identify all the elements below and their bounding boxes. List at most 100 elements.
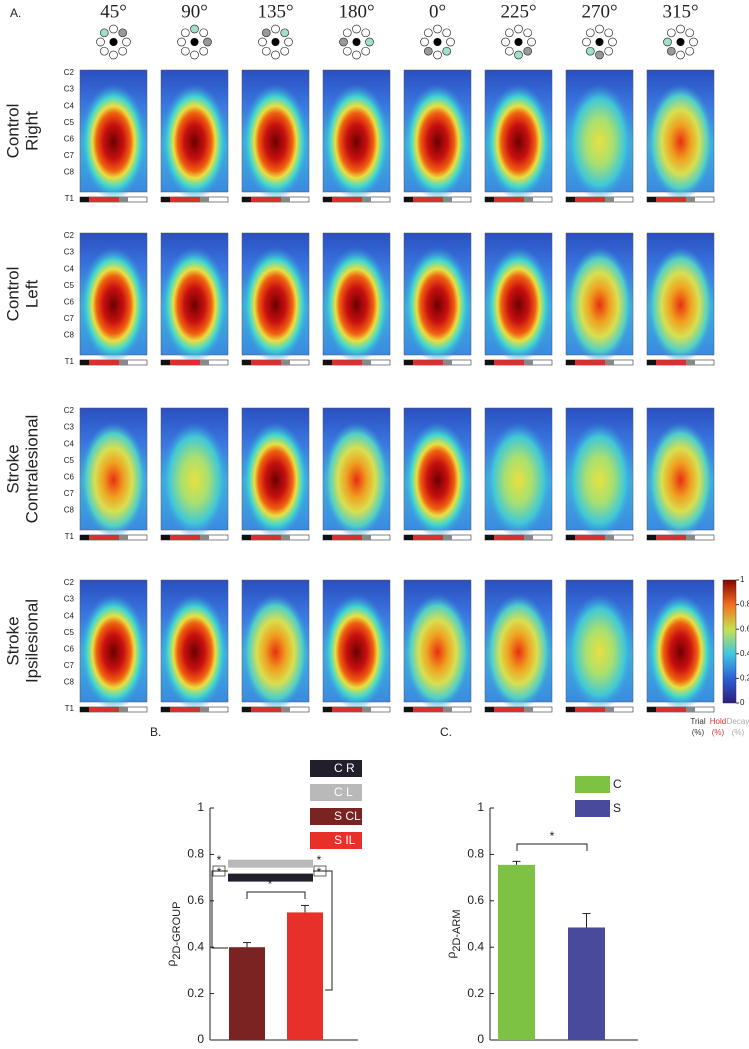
phase-hold bbox=[251, 535, 281, 540]
phase-legend-unit: (%) bbox=[712, 728, 725, 737]
phase-trial bbox=[242, 535, 251, 540]
bar bbox=[287, 912, 323, 1040]
phase-decay bbox=[686, 707, 695, 712]
heatmap-activation bbox=[403, 422, 472, 538]
significance-star: * bbox=[217, 853, 222, 867]
target-icon bbox=[365, 37, 374, 47]
legend-swatch bbox=[310, 808, 362, 825]
target-icon bbox=[352, 50, 361, 60]
heatmap-activation bbox=[79, 84, 148, 200]
target-icon bbox=[109, 24, 118, 34]
segment-label: C4 bbox=[64, 101, 75, 110]
phase-trial bbox=[647, 197, 656, 202]
phase-hold bbox=[656, 360, 686, 365]
direction-label: 0° bbox=[429, 1, 446, 22]
target-icon bbox=[514, 24, 523, 34]
target-icon bbox=[180, 28, 190, 38]
phase-hold bbox=[494, 707, 524, 712]
target-icon bbox=[118, 28, 128, 38]
segment-label: C6 bbox=[64, 472, 75, 481]
segment-label: C7 bbox=[64, 661, 75, 670]
phase-legend-unit: (%) bbox=[692, 728, 705, 737]
phase-trial bbox=[161, 197, 170, 202]
y-tick-label: 0.2 bbox=[187, 986, 204, 1000]
phase-trial bbox=[80, 535, 89, 540]
phase-hold bbox=[656, 707, 686, 712]
target-icon bbox=[604, 28, 614, 38]
heatmap-activation bbox=[646, 422, 715, 538]
phase-trial bbox=[404, 707, 413, 712]
target-icon bbox=[199, 46, 209, 56]
row-label: Stroke bbox=[3, 444, 22, 493]
phase-trial bbox=[323, 707, 332, 712]
phase-legend-unit: (%) bbox=[732, 728, 745, 737]
phase-trial bbox=[80, 360, 89, 365]
target-icon bbox=[280, 46, 290, 56]
target-icon bbox=[352, 24, 361, 34]
segment-label: T1 bbox=[65, 357, 75, 366]
phase-decay bbox=[281, 360, 290, 365]
direction-label: 225° bbox=[500, 1, 536, 22]
phase-hold bbox=[575, 535, 605, 540]
heatmap-activation bbox=[484, 594, 553, 710]
legend-label: S bbox=[613, 801, 621, 815]
phase-trial bbox=[80, 707, 89, 712]
phase-trial bbox=[404, 535, 413, 540]
target-icon bbox=[666, 28, 676, 38]
phase-hold bbox=[170, 360, 200, 365]
y-tick-label: 0.4 bbox=[187, 939, 204, 953]
phase-hold bbox=[413, 197, 443, 202]
phase-trial bbox=[566, 535, 575, 540]
target-icon bbox=[258, 37, 267, 47]
heatmap-activation bbox=[646, 594, 715, 710]
phase-decay bbox=[281, 707, 290, 712]
colorbar-tick-label: 0.8 bbox=[740, 600, 749, 609]
segment-label: C2 bbox=[64, 68, 75, 77]
target-icon bbox=[595, 24, 604, 34]
target-icon bbox=[342, 46, 352, 56]
legend-swatch bbox=[310, 832, 362, 849]
heatmap-activation bbox=[565, 422, 634, 538]
phase-decay bbox=[362, 360, 371, 365]
phase-hold bbox=[656, 535, 686, 540]
row-label: Left bbox=[22, 280, 41, 309]
phase-decay bbox=[686, 535, 695, 540]
heatmap-activation bbox=[160, 594, 229, 710]
target-center bbox=[595, 38, 604, 46]
segment-label: C6 bbox=[64, 644, 75, 653]
target-icon bbox=[420, 37, 429, 47]
phase-decay bbox=[443, 707, 452, 712]
legend-swatch bbox=[310, 760, 362, 777]
phase-decay bbox=[443, 360, 452, 365]
phase-trial bbox=[566, 360, 575, 365]
target-icon bbox=[433, 24, 442, 34]
heatmap-activation bbox=[484, 84, 553, 200]
legend-label: C L bbox=[334, 785, 353, 799]
phase-decay bbox=[281, 197, 290, 202]
y-tick-label: 0.2 bbox=[467, 986, 484, 1000]
phase-hold bbox=[575, 707, 605, 712]
phase-trial bbox=[485, 535, 494, 540]
target-icon bbox=[180, 46, 190, 56]
significance-star: * bbox=[550, 829, 555, 843]
phase-legend-name: Decay bbox=[727, 717, 749, 726]
phase-trial bbox=[485, 197, 494, 202]
target-icon bbox=[504, 28, 514, 38]
target-icon bbox=[271, 24, 280, 34]
segment-label: C7 bbox=[64, 489, 75, 498]
phase-hold bbox=[332, 535, 362, 540]
target-center bbox=[109, 38, 118, 46]
target-icon bbox=[99, 46, 109, 56]
target-icon bbox=[514, 50, 523, 60]
heatmap-activation bbox=[565, 594, 634, 710]
target-icon bbox=[271, 50, 280, 60]
segment-label: C3 bbox=[64, 423, 75, 432]
row-label: Control bbox=[3, 267, 22, 322]
phase-trial bbox=[323, 197, 332, 202]
significance-star: * bbox=[268, 877, 273, 891]
target-icon bbox=[361, 28, 371, 38]
segment-label: T1 bbox=[65, 194, 75, 203]
phase-hold bbox=[575, 360, 605, 365]
phase-trial bbox=[485, 707, 494, 712]
target-icon bbox=[685, 28, 695, 38]
